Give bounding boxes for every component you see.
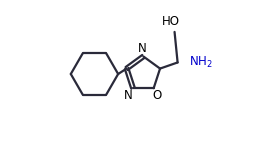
Text: N: N [124, 89, 133, 102]
Text: O: O [152, 89, 162, 102]
Text: HO: HO [162, 16, 180, 29]
Text: NH$_2$: NH$_2$ [189, 55, 213, 70]
Text: N: N [138, 42, 147, 54]
